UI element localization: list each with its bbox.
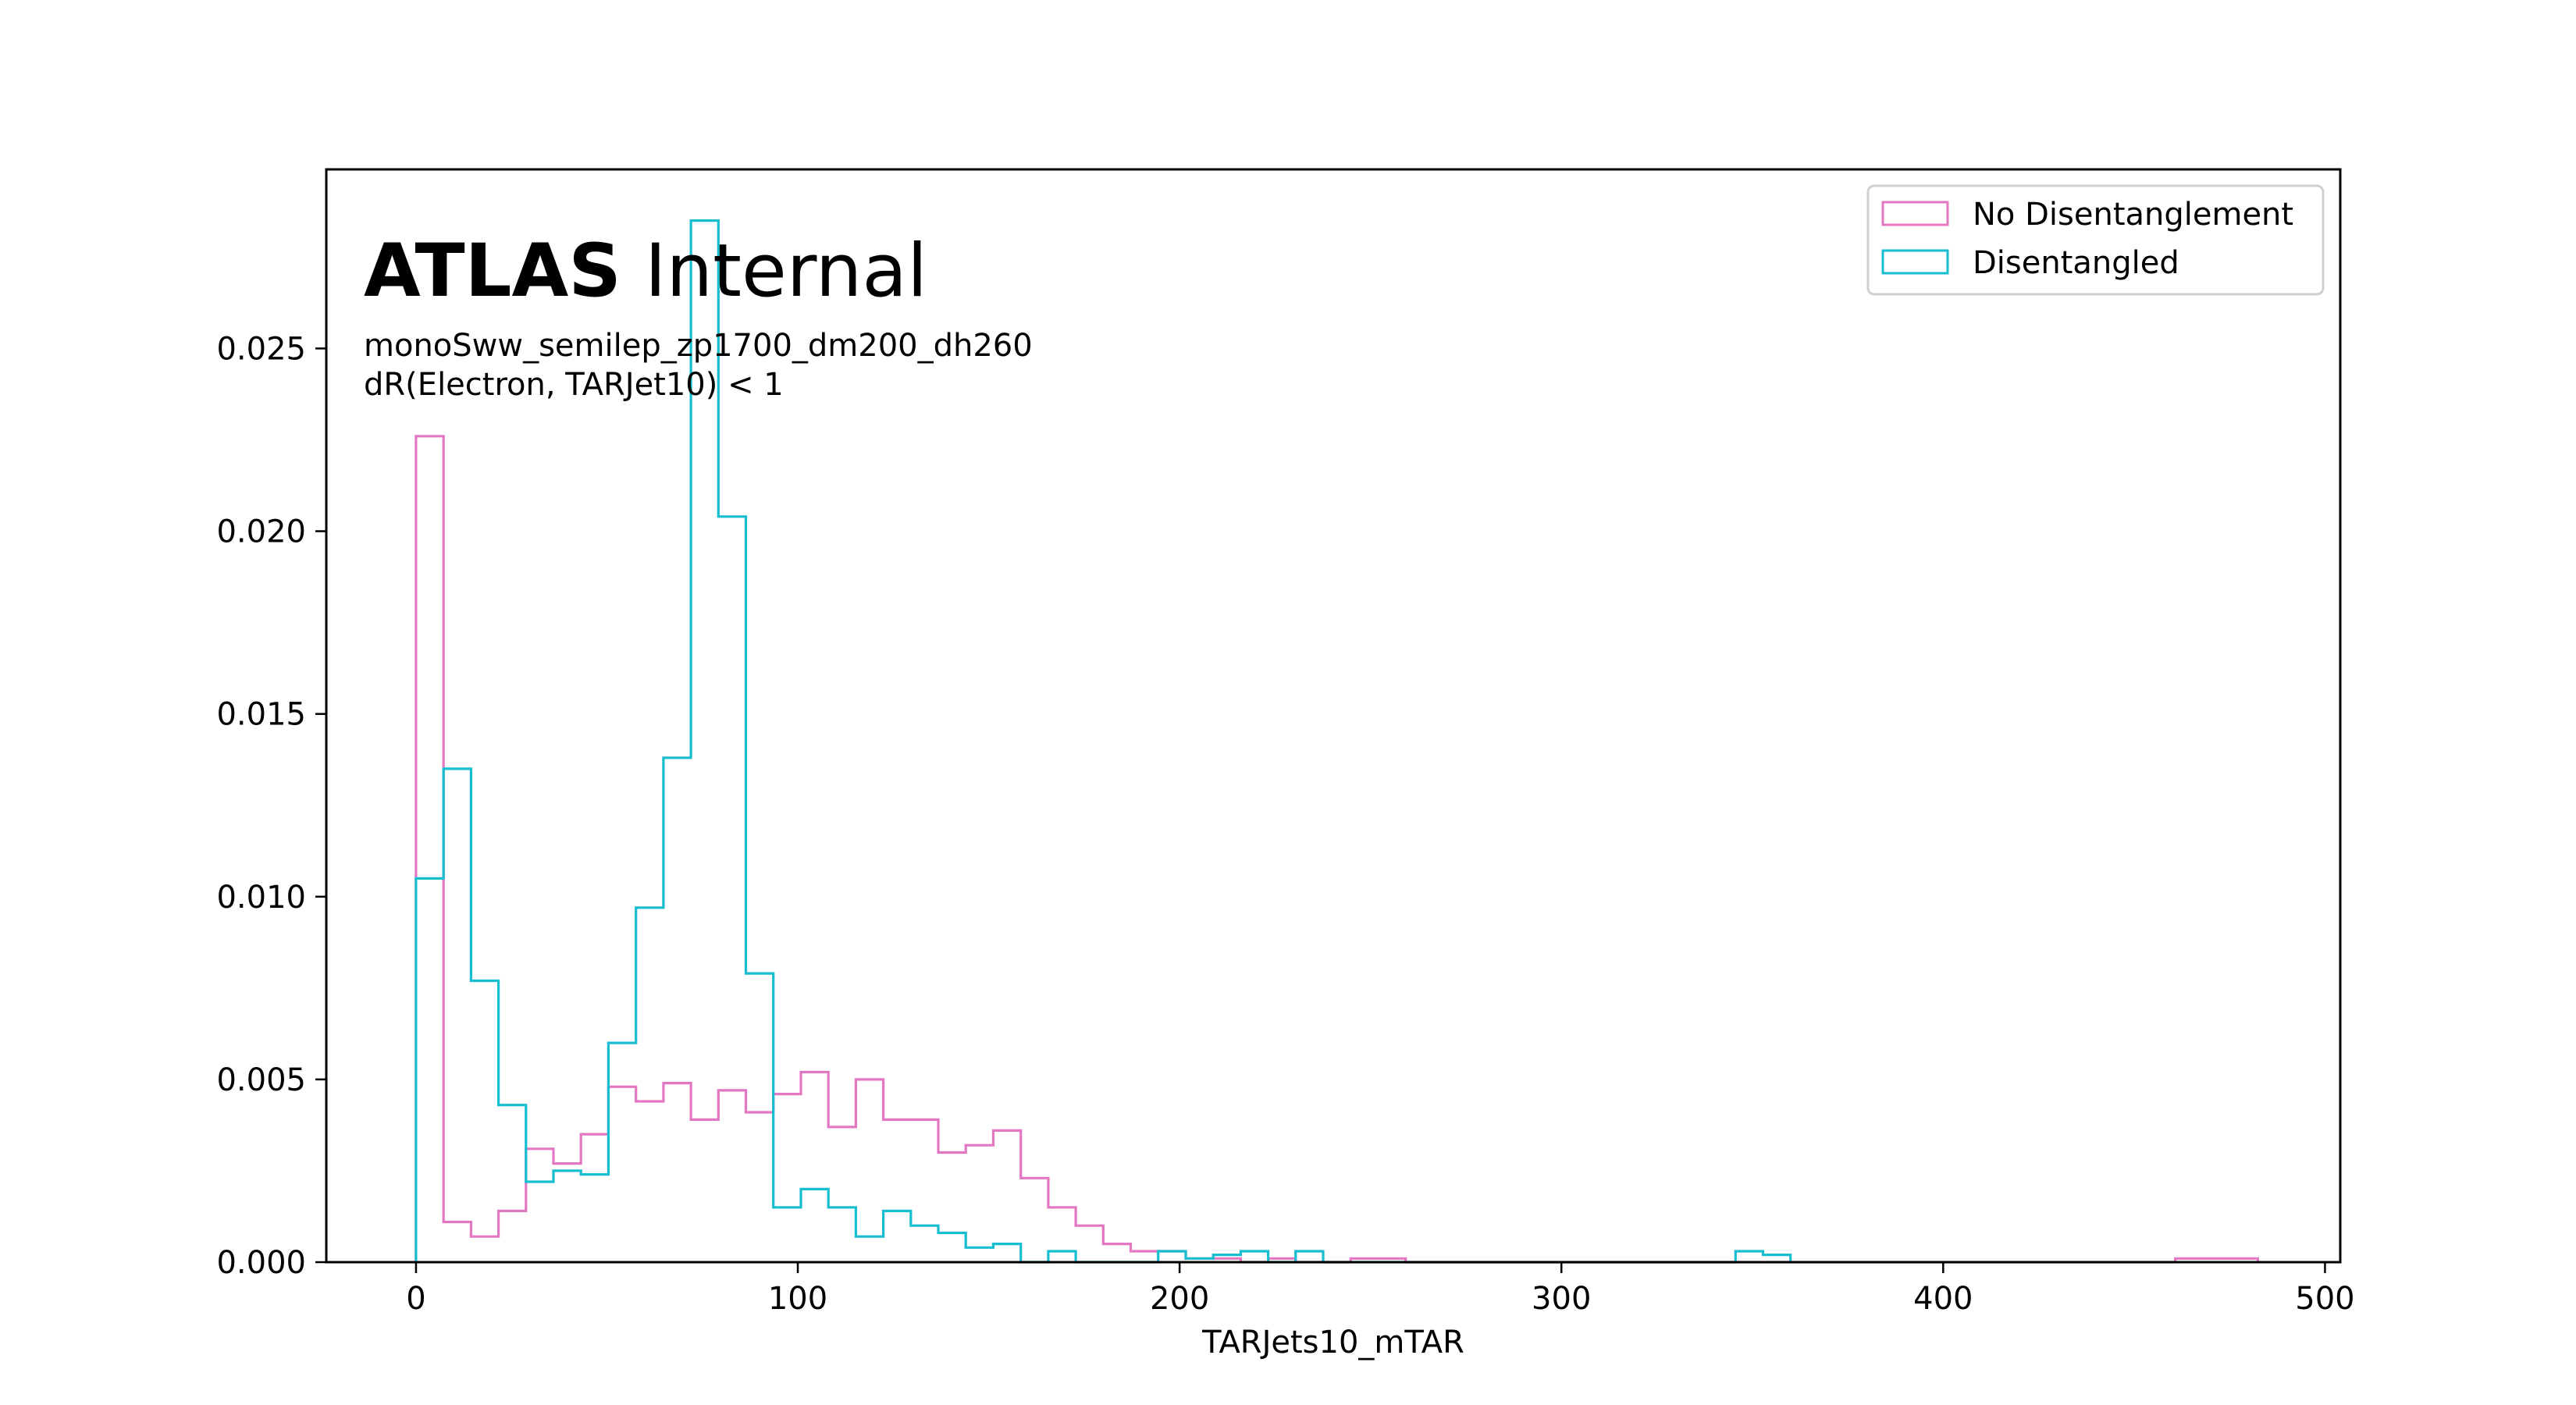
y-tick-label: 0.015: [216, 697, 306, 733]
legend-box: [1866, 184, 2325, 296]
y-tick-label: 0.020: [216, 514, 306, 550]
x-tick-label: 500: [2295, 1281, 2354, 1317]
legend-swatch-no-disentanglement: [1881, 201, 1949, 226]
legend-label-disentangled: Disentangled: [1973, 245, 2179, 281]
y-tick-label: 0.000: [216, 1245, 306, 1281]
legend-swatch-disentangled: [1881, 249, 1949, 275]
y-tick-label: 0.005: [216, 1062, 306, 1098]
x-tick-label: 300: [1532, 1281, 1591, 1317]
y-tick-label: 0.010: [216, 880, 306, 916]
plot-frame: [325, 168, 2342, 1264]
x-tick-label: 100: [768, 1281, 827, 1317]
atlas-label: ATLAS Internal: [364, 229, 927, 314]
selection-annotation: dR(Electron, TARJet10) < 1: [364, 367, 784, 403]
x-axis-label: TARJets10_mTAR: [1201, 1325, 1464, 1361]
x-tick-label: 200: [1150, 1281, 1209, 1317]
plot-background: [326, 169, 2340, 1262]
y-axis: 0.000 0.005 0.010 0.015 0.020 0.025: [216, 331, 326, 1281]
x-tick-label: 400: [1913, 1281, 1973, 1317]
x-tick-label: 0: [406, 1281, 425, 1317]
atlas-status-label: Internal: [645, 229, 927, 314]
x-axis: 0 100 200 300 400 500: [406, 1262, 2355, 1317]
legend: No Disentanglement Disentangled: [1866, 184, 2325, 296]
y-tick-label: 0.025: [216, 331, 306, 367]
legend-label-no-disentanglement: No Disentanglement: [1973, 197, 2293, 233]
sample-annotation: monoSww_semilep_zp1700_dm200_dh260: [364, 328, 1033, 364]
atlas-bold-label: ATLAS: [364, 229, 621, 314]
